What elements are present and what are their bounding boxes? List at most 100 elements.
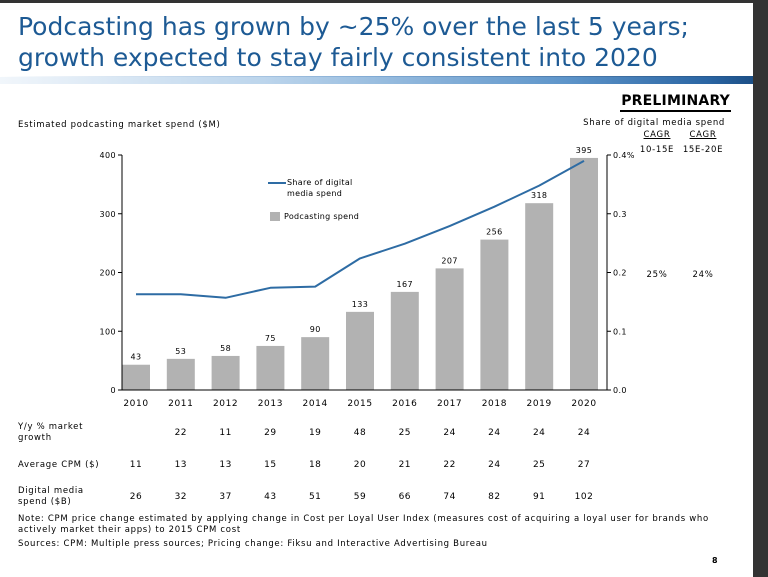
bar-value-label-2014: 90 bbox=[310, 325, 321, 334]
table-cell-2010: 11 bbox=[129, 460, 143, 470]
x-tick-label-2018: 2018 bbox=[482, 399, 507, 409]
table-row: Digital media spend ($B) 26 32 37 43 51 59 66 74… bbox=[0, 484, 753, 510]
bar-2019 bbox=[525, 203, 554, 390]
x-tick-label-2013: 2013 bbox=[258, 399, 283, 409]
title-rule bbox=[0, 77, 753, 84]
right-axis-caption: Share of digital media spend bbox=[583, 118, 725, 128]
x-tick-label-2015: 2015 bbox=[347, 399, 372, 409]
bar-2010 bbox=[122, 364, 150, 390]
table-cell-2019: 91 bbox=[532, 492, 546, 502]
y-tick-label-400: 400 bbox=[100, 151, 116, 160]
cagr-value-2: 24% bbox=[692, 270, 714, 280]
table-cell-2013: 43 bbox=[264, 492, 277, 502]
table-cell-2011: 13 bbox=[174, 460, 188, 470]
bar-value-label-2013: 75 bbox=[265, 334, 276, 343]
bar-value-label-2018: 256 bbox=[486, 228, 502, 237]
x-tick-label-2017: 2017 bbox=[437, 399, 462, 409]
cagr-value-1: 25% bbox=[646, 270, 668, 280]
title-rule-line bbox=[0, 76, 753, 77]
table-row: Y/y % market growth 22 11 29 19 48 25 24 24 24 24 bbox=[0, 420, 753, 446]
table-cell-2016: 25 bbox=[398, 428, 412, 438]
page-number: 8 bbox=[712, 556, 718, 565]
table-cell-2018: 82 bbox=[488, 492, 501, 502]
sources-line: Sources: CPM: Multiple press sources; Pr… bbox=[18, 539, 488, 549]
bar-value-label-2010: 43 bbox=[131, 353, 142, 362]
bar-2018 bbox=[480, 239, 509, 390]
table-cell-2019: 25 bbox=[532, 460, 546, 470]
table-cell-2013: 29 bbox=[264, 428, 277, 438]
table-row-label: Y/y % market growth bbox=[18, 422, 84, 443]
title-line-2: growth expected to stay fairly consisten… bbox=[18, 43, 658, 72]
table-cell-2015: 20 bbox=[353, 460, 367, 470]
bar-value-label-2012: 58 bbox=[220, 344, 231, 353]
x-tick-label-2016: 2016 bbox=[392, 399, 417, 409]
table-cell-2010: 26 bbox=[129, 492, 143, 502]
y2-tick-label-0.3: 0.3 bbox=[613, 210, 627, 219]
table-cell-2015: 59 bbox=[353, 492, 367, 502]
table-row-label: Digital media spend ($B) bbox=[18, 486, 84, 507]
bar-value-label-2016: 167 bbox=[397, 280, 413, 289]
bar-2013 bbox=[256, 345, 285, 390]
table-cell-2020: 27 bbox=[577, 460, 591, 470]
table-cell-2011: 22 bbox=[174, 428, 188, 438]
bar-2020 bbox=[570, 157, 598, 390]
table-row-label: Average CPM ($) bbox=[18, 459, 100, 470]
table-cell-2017: 24 bbox=[443, 428, 456, 438]
y-tick-label-100: 100 bbox=[100, 327, 116, 336]
x-tick-label-2012: 2012 bbox=[213, 399, 238, 409]
y-tick-label-0: 0 bbox=[111, 386, 117, 395]
bar-value-label-2020: 395 bbox=[576, 146, 592, 155]
table-cell-2018: 24 bbox=[488, 428, 501, 438]
bar-2012 bbox=[211, 355, 240, 390]
x-tick-label-2011: 2011 bbox=[168, 399, 193, 409]
legend-label-spend: Podcasting spend bbox=[284, 212, 360, 221]
bar-value-label-2015: 133 bbox=[352, 300, 368, 309]
table-cell-2016: 21 bbox=[398, 460, 412, 470]
table-cell-2011: 32 bbox=[174, 492, 188, 502]
bar-value-labels: 43 53 58 75 90 133 167 207 256 318 395 bbox=[131, 146, 592, 362]
table-cell-2014: 19 bbox=[308, 428, 322, 438]
note-line-2: actively market their apps) to 2015 CPM … bbox=[18, 525, 241, 535]
legend-bar-swatch bbox=[270, 212, 280, 221]
x-tick-label-2020: 2020 bbox=[571, 399, 596, 409]
left-axis-caption: Estimated podcasting market spend ($M) bbox=[18, 120, 221, 130]
table-cell-2016: 66 bbox=[398, 492, 412, 502]
cagr-period-2: 15E-20E bbox=[682, 145, 724, 155]
table-cell-2014: 51 bbox=[308, 492, 322, 502]
table-cell-2013: 15 bbox=[264, 460, 277, 470]
x-tick-label-2014: 2014 bbox=[303, 399, 328, 409]
table-cell-2020: 24 bbox=[577, 428, 591, 438]
y2-tick-label-0.0: 0.0 bbox=[613, 386, 627, 395]
table-cell-2020: 102 bbox=[574, 492, 594, 502]
bar-2015 bbox=[346, 311, 374, 390]
note-line-1: Note: CPM price change estimated by appl… bbox=[18, 514, 709, 524]
table-cell-2014: 18 bbox=[308, 460, 322, 470]
x-tick-label-2010: 2010 bbox=[123, 399, 148, 409]
bar-value-label-2019: 318 bbox=[531, 191, 547, 200]
cagr-period-1: 10-15E bbox=[639, 145, 675, 155]
y2-tick-label-0.2: 0.2 bbox=[613, 269, 627, 278]
title-line-1: Podcasting has grown by ~25% over the la… bbox=[18, 12, 689, 41]
y2-tick-label-0.1: 0.1 bbox=[613, 327, 627, 336]
table-cell-2015: 48 bbox=[353, 428, 367, 438]
table-cell-2017: 74 bbox=[443, 492, 456, 502]
bar-series bbox=[122, 157, 598, 390]
share-of-digital-media-line bbox=[136, 160, 585, 299]
table-cell-2012: 13 bbox=[219, 460, 232, 470]
x-tick-labels: 2010 2011 2012 2013 2014 2015 2016 2017 2018 2019… bbox=[123, 399, 596, 409]
legend-line-swatch bbox=[268, 182, 286, 184]
bar-value-label-2017: 207 bbox=[441, 256, 457, 265]
slide-background bbox=[0, 3, 753, 577]
x-tick-label-2019: 2019 bbox=[527, 399, 552, 409]
cagr-header-1: CAGR bbox=[643, 130, 671, 140]
y-tick-label-300: 300 bbox=[100, 210, 116, 219]
cagr-header-2: CAGR bbox=[689, 130, 717, 140]
bar-value-label-2011: 53 bbox=[175, 347, 186, 356]
bar-2014 bbox=[301, 337, 330, 390]
y-tick-label-200: 200 bbox=[100, 269, 116, 278]
preliminary-badge: PRELIMINARY bbox=[620, 93, 731, 112]
legend-label-share: Share of digital media spend bbox=[287, 178, 353, 198]
bar-2011 bbox=[166, 358, 195, 390]
